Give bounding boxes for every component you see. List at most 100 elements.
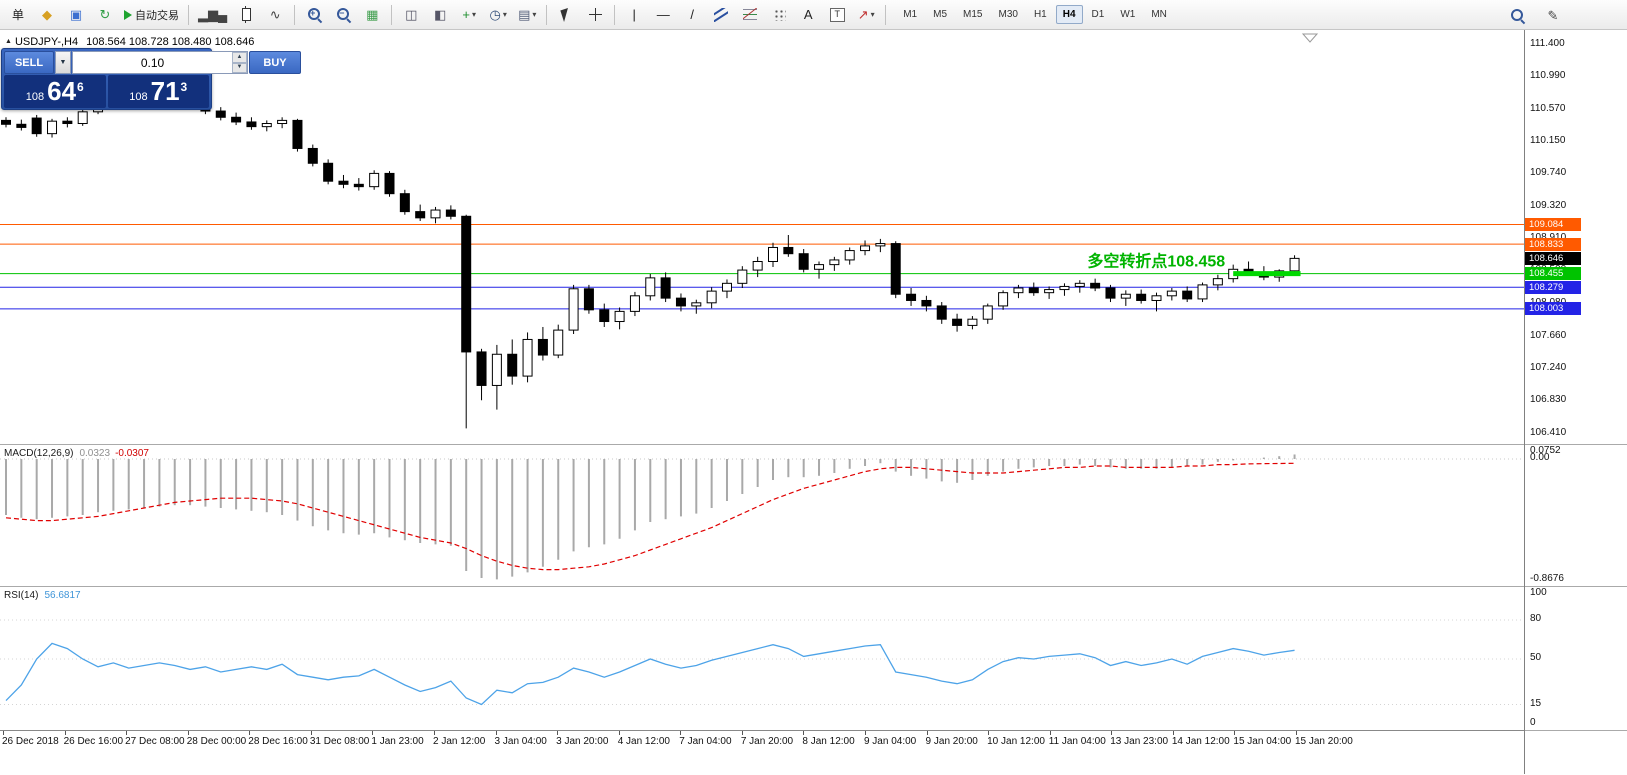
main-chart-panel: 多空转折点108.458 ▲ USDJPY-,H4 108.564 108.728 … bbox=[0, 30, 1524, 444]
chevron-down-icon: ▾ bbox=[532, 10, 537, 19]
label-icon: T bbox=[829, 7, 845, 22]
candlestick-icon[interactable] bbox=[232, 3, 260, 27]
cursor-icon[interactable] bbox=[552, 3, 580, 27]
toolbar-separator bbox=[391, 4, 393, 25]
time-axis-label: 3 Jan 04:00 bbox=[494, 736, 547, 747]
toolbar-right-items: ✎ bbox=[1503, 0, 1567, 30]
price-scale[interactable]: 111.400 110.990 110.570 110.150 109.740 109.3… bbox=[1524, 30, 1627, 774]
time-axis-label: 13 Jan 23:00 bbox=[1110, 736, 1169, 747]
chevron-down-icon: ▾ bbox=[870, 10, 875, 19]
templates-button[interactable]: ▤ ▾ bbox=[518, 7, 537, 22]
price-tick-label: 109.320 bbox=[1530, 200, 1567, 212]
label-icon[interactable]: T bbox=[823, 3, 851, 27]
search-icon[interactable] bbox=[1503, 3, 1531, 27]
chart-header: ▲ USDJPY-,H4 108.564 108.728 108.480 108.6… bbox=[5, 36, 254, 48]
periods-button[interactable]: ◷ ▾ bbox=[489, 7, 507, 22]
refresh-icon[interactable]: ↻ bbox=[99, 7, 111, 22]
vertical-line-icon[interactable]: | bbox=[632, 7, 636, 22]
time-axis-label: 9 Jan 20:00 bbox=[925, 736, 978, 747]
zoom-out-icon[interactable]: − bbox=[329, 3, 357, 27]
rsi-header: RSI(14) 56.6817 bbox=[4, 590, 81, 601]
time-axis-label: 15 Jan 04:00 bbox=[1233, 736, 1292, 747]
toolbar-separator bbox=[614, 4, 616, 25]
price-tick-label: 106.410 bbox=[1530, 427, 1567, 438]
rsi-value: 56.6817 bbox=[44, 590, 81, 601]
toolbar-items: 单 ◆ ▣ ↻ 自动交易 ▂▆▄ ∿ + − ▦ ◫ ◧ + ▾ ◷ ▾ ▤ ▾ | — / A T ↗ ▾ M1 M5 M15 M30… bbox=[4, 3, 1175, 27]
macd-header: MACD(12,26,9) 0.0323 -0.0307 bbox=[4, 448, 149, 459]
lot-increase-button[interactable]: ▲ bbox=[232, 52, 247, 63]
fibonacci-icon[interactable] bbox=[736, 3, 764, 27]
time-axis-label: 3 Jan 20:00 bbox=[556, 736, 609, 747]
time-axis-label: 15 Jan 20:00 bbox=[1294, 736, 1353, 747]
price-tick-label: 107.660 bbox=[1530, 329, 1567, 341]
horizontal-line-icon[interactable]: — bbox=[656, 7, 670, 22]
time-axis-label: 14 Jan 12:00 bbox=[1171, 736, 1230, 747]
timeframe-d1[interactable]: D1 bbox=[1091, 9, 1105, 20]
main-chart-canvas[interactable]: 多空转折点108.458 bbox=[0, 30, 1524, 444]
timeframe-buttons: M1 M5 M15 M30 H1 H4 D1 W1 MN bbox=[895, 5, 1175, 24]
chart-window-icon[interactable]: ▣ bbox=[69, 7, 83, 22]
trendline-icon[interactable]: / bbox=[690, 7, 695, 22]
time-axis-label: 10 Jan 12:00 bbox=[987, 736, 1045, 747]
buy-price[interactable]: 108 71 3 bbox=[107, 75, 209, 108]
timeframe-h4[interactable]: H4 bbox=[1055, 5, 1083, 24]
channel-icon[interactable] bbox=[707, 3, 735, 27]
rsi-line bbox=[5, 642, 1295, 706]
macd-signal-line bbox=[5, 462, 1295, 571]
rsi-scale-label: 50 bbox=[1530, 652, 1542, 663]
text-icon[interactable]: A bbox=[803, 7, 813, 22]
timeframe-w1[interactable]: W1 bbox=[1120, 9, 1136, 20]
new-order-button[interactable]: 单 bbox=[11, 8, 24, 22]
line-chart-icon[interactable]: ∿ bbox=[269, 7, 281, 22]
indicators-button[interactable]: + ▾ bbox=[462, 7, 477, 22]
lot-size-input[interactable] bbox=[73, 52, 232, 73]
price-tick-label: 110.990 bbox=[1530, 69, 1566, 81]
timeframe-m5[interactable]: M5 bbox=[933, 9, 948, 20]
ohlc-values: 108.564 108.728 108.480 108.646 bbox=[86, 36, 255, 48]
shapes-grid-icon[interactable] bbox=[765, 3, 793, 27]
timeframe-mn[interactable]: MN bbox=[1151, 9, 1167, 20]
rsi-label: RSI(14) bbox=[4, 590, 39, 601]
rsi-canvas[interactable] bbox=[0, 587, 1524, 731]
price-level-badge: 108.455 bbox=[1525, 267, 1581, 281]
arrows-button[interactable]: ↗ ▾ bbox=[857, 7, 875, 22]
timeframe-h1[interactable]: H1 bbox=[1033, 9, 1047, 20]
channel-icon bbox=[714, 8, 728, 22]
crosshair-icon[interactable] bbox=[581, 3, 609, 27]
lot-decrease-button[interactable]: ▼ bbox=[232, 62, 247, 73]
navigator-icon[interactable]: ◧ bbox=[434, 7, 447, 22]
bar-chart-icon[interactable]: ▂▆▄ bbox=[198, 7, 228, 22]
sell-price-pip: 6 bbox=[77, 80, 84, 94]
time-axis-label: 26 Dec 2018 bbox=[2, 736, 59, 747]
rsi-indicator-panel: RSI(14) 56.6817 bbox=[0, 586, 1524, 731]
autotrading-button bbox=[124, 9, 132, 20]
time-axis-label: 11 Jan 04:00 bbox=[1048, 736, 1106, 747]
macd-signal-value: -0.0307 bbox=[115, 448, 149, 459]
zoom-in-icon[interactable]: + bbox=[300, 3, 328, 27]
sell-button[interactable]: SELL bbox=[4, 51, 54, 74]
buy-price-handle: 108 bbox=[129, 91, 148, 103]
timeframe-m15[interactable]: M15 bbox=[963, 9, 983, 20]
time-axis[interactable]: 26 Dec 2018 26 Dec 16:00 27 Dec 08:00 28 De… bbox=[0, 730, 1524, 775]
sell-price[interactable]: 108 64 6 bbox=[4, 75, 106, 108]
pencil-icon[interactable]: ✎ bbox=[1547, 7, 1559, 23]
data-window-icon[interactable]: ◫ bbox=[405, 7, 418, 22]
symbol-title: USDJPY-,H4 bbox=[14, 36, 79, 48]
buy-price-main: 71 bbox=[150, 76, 180, 106]
ticket-icon[interactable]: ◆ bbox=[42, 7, 52, 22]
macd-scale-label: -0.8676 bbox=[1530, 573, 1564, 585]
toolbar-separator bbox=[885, 4, 887, 25]
time-axis-label: 31 Dec 08:00 bbox=[309, 736, 370, 747]
timeframe-m30[interactable]: M30 bbox=[998, 9, 1018, 20]
timeframe-m1[interactable]: M1 bbox=[903, 9, 918, 20]
price-level-badge: 108.003 bbox=[1525, 302, 1581, 316]
price-tick-label: 110.570 bbox=[1530, 102, 1566, 114]
autotrading-button[interactable]: 自动交易 bbox=[120, 3, 183, 27]
lot-size-field: ▲ ▼ bbox=[72, 51, 248, 74]
symbol-marker-icon[interactable]: ▲ bbox=[5, 38, 12, 45]
order-settings-dropdown[interactable]: ▼ bbox=[55, 51, 71, 74]
macd-canvas[interactable] bbox=[0, 445, 1524, 587]
tile-windows-icon[interactable]: ▦ bbox=[366, 7, 379, 22]
buy-button[interactable]: BUY bbox=[249, 51, 301, 74]
